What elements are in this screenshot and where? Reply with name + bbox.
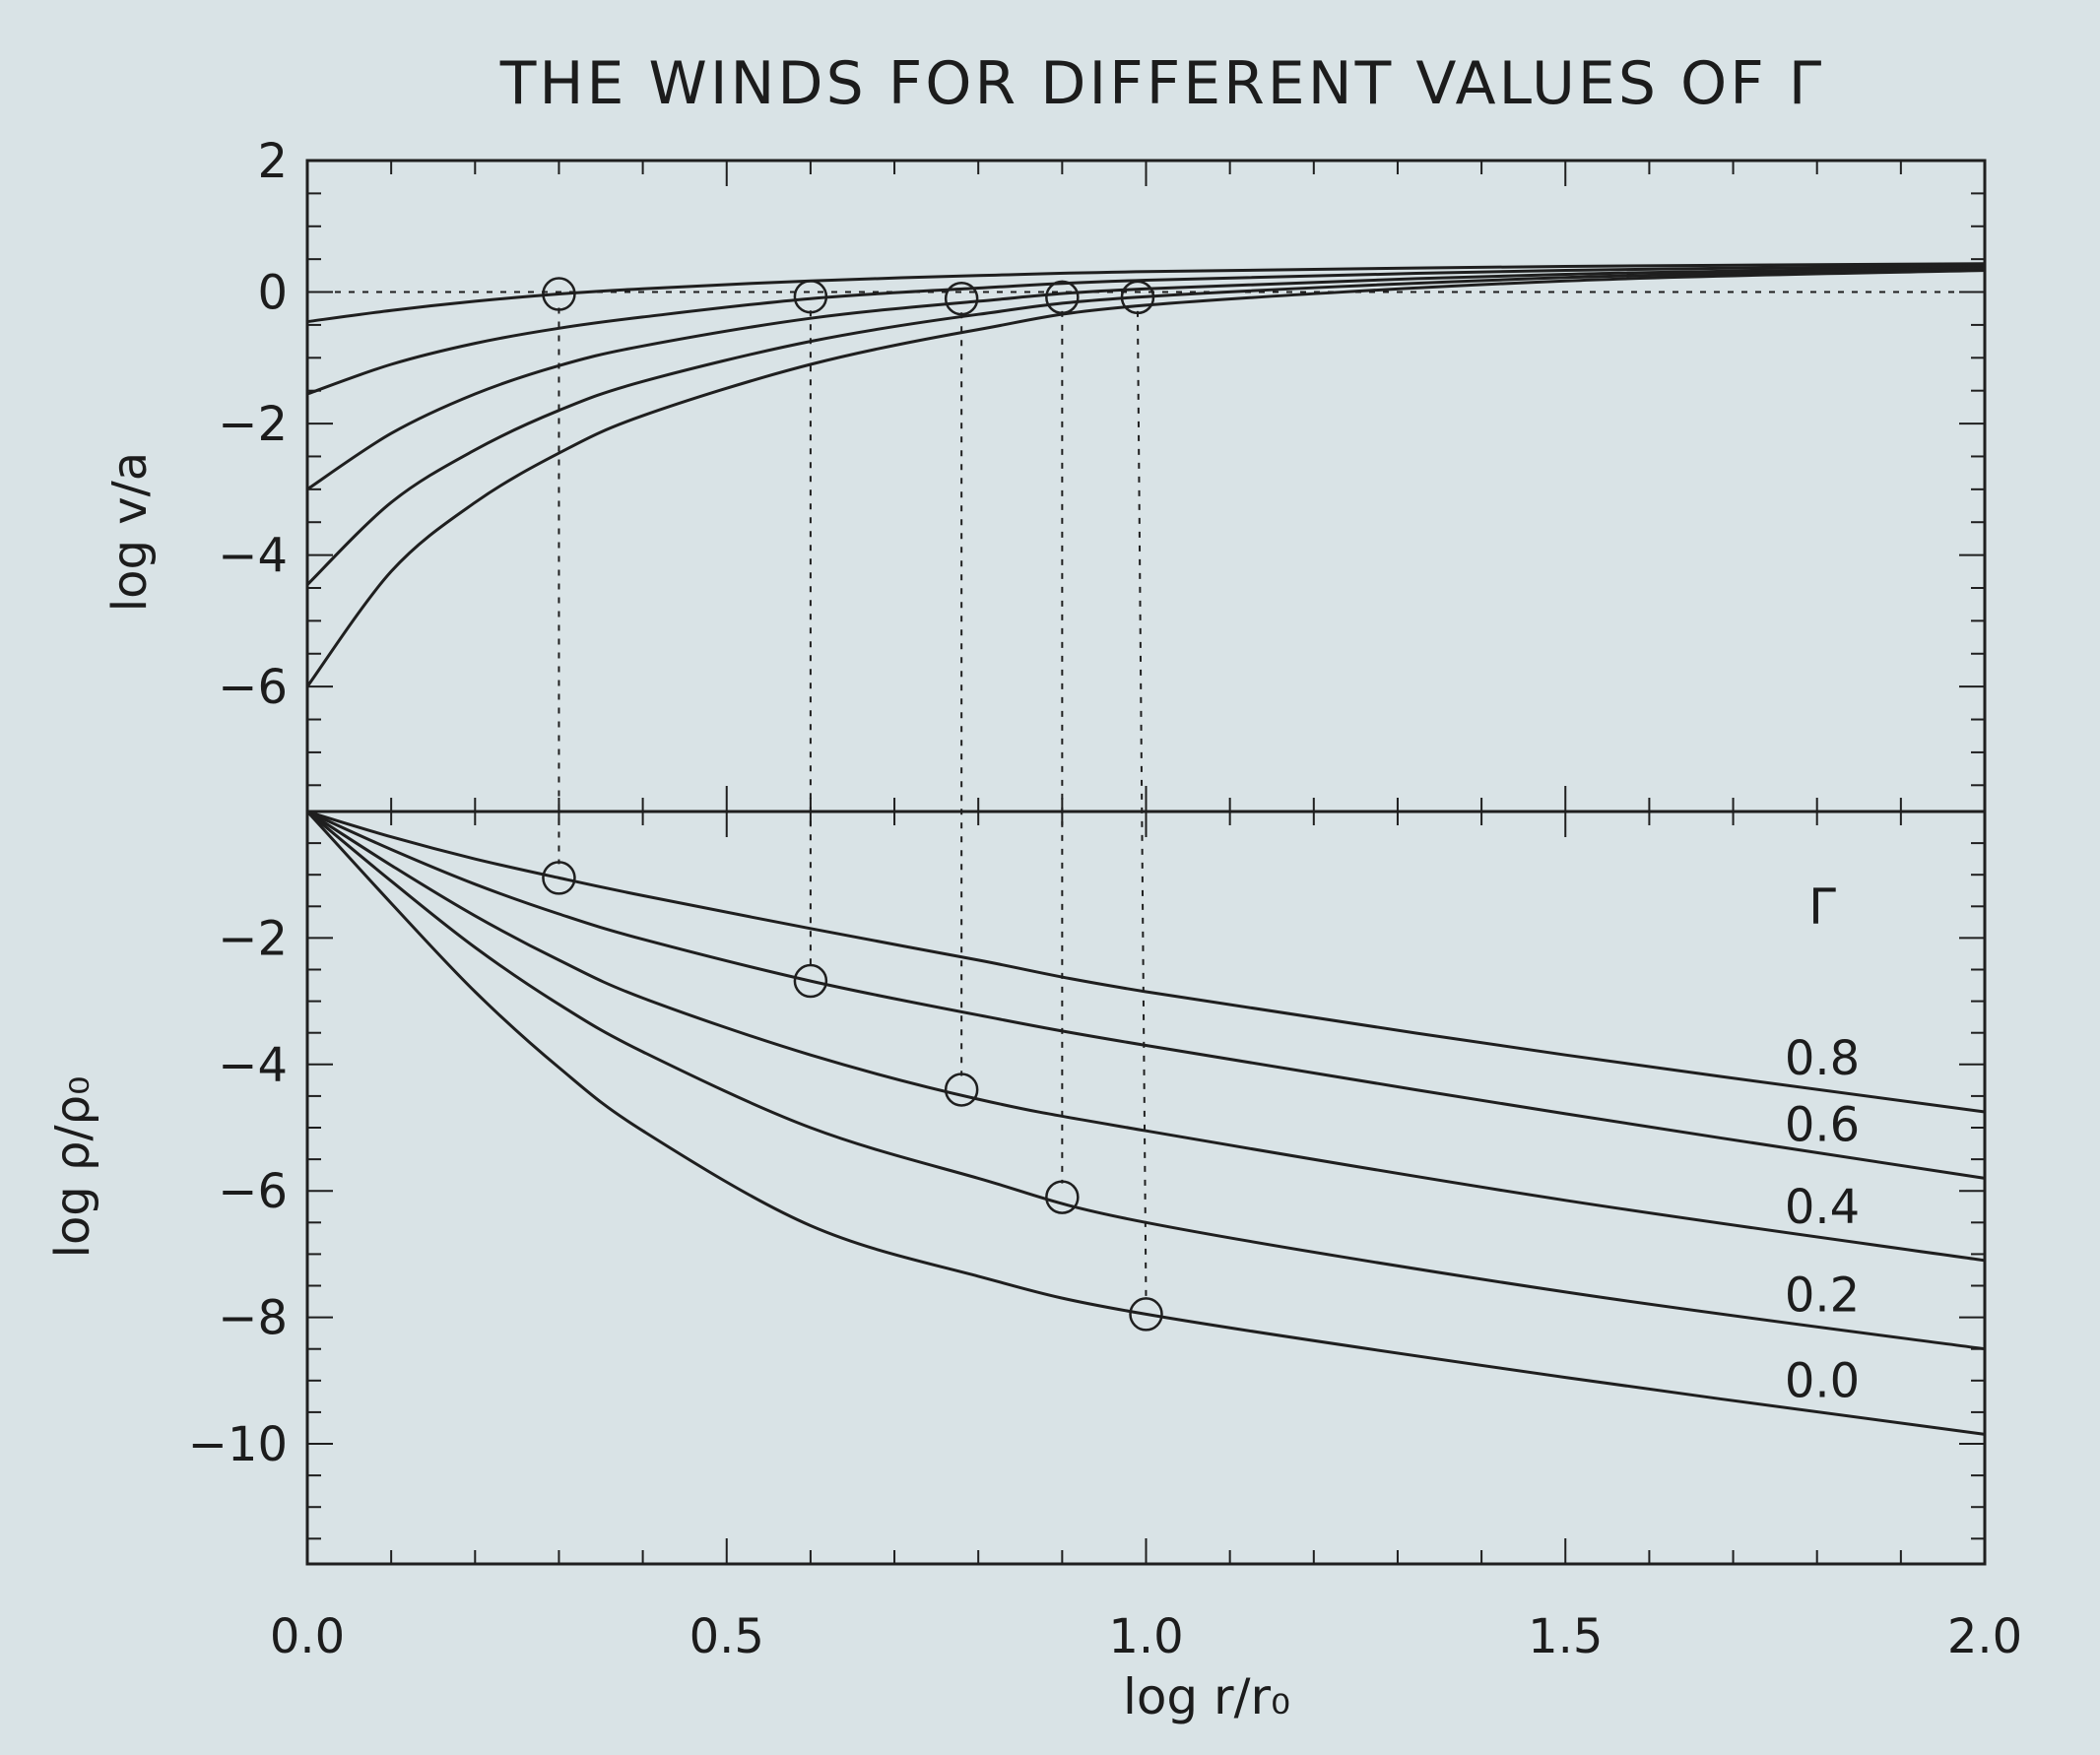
top-y-axis-label: log v/a — [102, 452, 158, 612]
top-y-tick-label: 2 — [257, 134, 288, 189]
series-label-0-8: 0.8 — [1785, 1031, 1860, 1086]
chart-title: THE WINDS FOR DIFFERENT VALUES OF Γ — [499, 49, 1824, 118]
bottom-y-tick-label: −6 — [218, 1164, 288, 1219]
x-tick-label: 2.0 — [1947, 1609, 2022, 1664]
series-label-0-2: 0.2 — [1785, 1268, 1860, 1324]
series-label-0-4: 0.4 — [1785, 1180, 1860, 1235]
x-tick-label: 0.5 — [689, 1609, 764, 1664]
sonic-point-connector — [1136, 310, 1148, 1301]
series-label-0-6: 0.6 — [1785, 1097, 1860, 1152]
top-series-line-0-2 — [305, 267, 1986, 586]
top-series-line-0-8 — [306, 262, 1986, 324]
series-label-0-0: 0.0 — [1785, 1353, 1860, 1408]
bottom-y-tick-label: −4 — [218, 1038, 288, 1093]
top-sonic-point-marker — [1045, 280, 1080, 315]
bottom-series-line-0-2 — [306, 810, 1986, 1351]
x-tick-label: 1.0 — [1108, 1609, 1183, 1664]
bottom-series-line-0-4 — [306, 810, 1986, 1263]
top-sonic-point-marker — [793, 279, 828, 314]
bottom-y-tick-label: −8 — [218, 1291, 288, 1346]
top-sonic-point-marker — [1120, 280, 1155, 315]
top-sonic-point-marker — [542, 277, 576, 311]
top-y-tick-label: −4 — [218, 529, 288, 584]
top-series-line-0-6 — [306, 264, 1986, 396]
top-sonic-point-marker — [944, 281, 979, 316]
bottom-sonic-point-marker — [1129, 1297, 1163, 1332]
top-y-tick-label: 0 — [257, 266, 288, 321]
x-axis-label: log r/r₀ — [1123, 1668, 1290, 1725]
top-series-line-0-4 — [306, 266, 1986, 491]
bottom-plot-frame — [305, 810, 1987, 1566]
x-tick-label: 1.5 — [1528, 1609, 1603, 1664]
bottom-y-tick-label: −10 — [188, 1417, 288, 1472]
top-y-tick-label: −2 — [218, 397, 288, 452]
bottom-sonic-point-marker — [944, 1072, 979, 1107]
bottom-series-line-0-6 — [306, 810, 1986, 1180]
bottom-y-tick-label: −2 — [218, 911, 288, 966]
legend-title: Γ — [1808, 878, 1836, 936]
x-tick-label: 0.0 — [270, 1609, 345, 1664]
bottom-sonic-point-marker — [542, 861, 576, 895]
bottom-sonic-point-marker — [793, 963, 828, 999]
top-series-line-0-0 — [305, 269, 1986, 687]
bottom-series-line-0-8 — [306, 810, 1986, 1114]
bottom-sonic-point-marker — [1045, 1180, 1080, 1214]
bottom-y-axis-label: log ρ/ρ₀ — [45, 1076, 100, 1259]
top-plot-frame — [305, 159, 1987, 813]
top-panel: 2 0 −2 −4 −6 — [218, 134, 1987, 1301]
top-y-tick-label: −6 — [218, 660, 288, 715]
bottom-panel: 0.0 0.5 1.0 1.5 2.0 −2 −4 −6 −8 −10 0.8 0.6 0.4 0.2 0.… — [188, 810, 2022, 1664]
bottom-series-line-0-0 — [305, 810, 1986, 1436]
